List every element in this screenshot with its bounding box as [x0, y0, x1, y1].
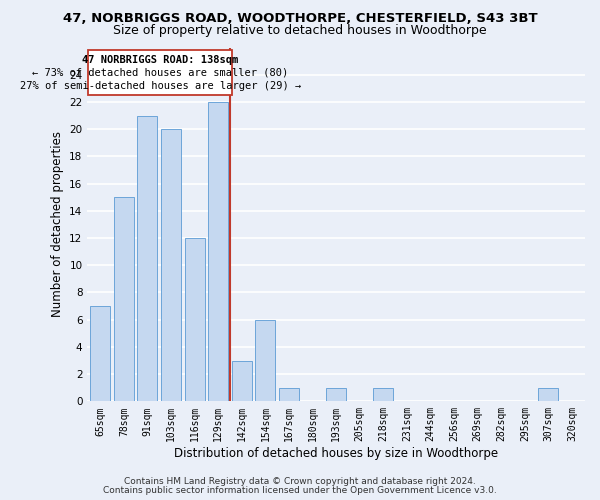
Text: 47 NORBRIGGS ROAD: 138sqm: 47 NORBRIGGS ROAD: 138sqm — [82, 55, 239, 65]
Bar — [232, 360, 252, 402]
Bar — [538, 388, 559, 402]
Text: 47, NORBRIGGS ROAD, WOODTHORPE, CHESTERFIELD, S43 3BT: 47, NORBRIGGS ROAD, WOODTHORPE, CHESTERF… — [62, 12, 538, 26]
X-axis label: Distribution of detached houses by size in Woodthorpe: Distribution of detached houses by size … — [174, 447, 498, 460]
Bar — [161, 129, 181, 402]
Text: Size of property relative to detached houses in Woodthorpe: Size of property relative to detached ho… — [113, 24, 487, 37]
Bar — [208, 102, 228, 402]
Bar — [256, 320, 275, 402]
Y-axis label: Number of detached properties: Number of detached properties — [50, 132, 64, 318]
Bar — [114, 197, 134, 402]
Bar — [279, 388, 299, 402]
Text: 27% of semi-detached houses are larger (29) →: 27% of semi-detached houses are larger (… — [20, 80, 301, 90]
Bar — [137, 116, 157, 402]
Bar — [373, 388, 394, 402]
Bar — [326, 388, 346, 402]
FancyBboxPatch shape — [88, 50, 232, 95]
Bar — [90, 306, 110, 402]
Text: Contains public sector information licensed under the Open Government Licence v3: Contains public sector information licen… — [103, 486, 497, 495]
Text: ← 73% of detached houses are smaller (80): ← 73% of detached houses are smaller (80… — [32, 68, 289, 78]
Text: Contains HM Land Registry data © Crown copyright and database right 2024.: Contains HM Land Registry data © Crown c… — [124, 477, 476, 486]
Bar — [185, 238, 205, 402]
